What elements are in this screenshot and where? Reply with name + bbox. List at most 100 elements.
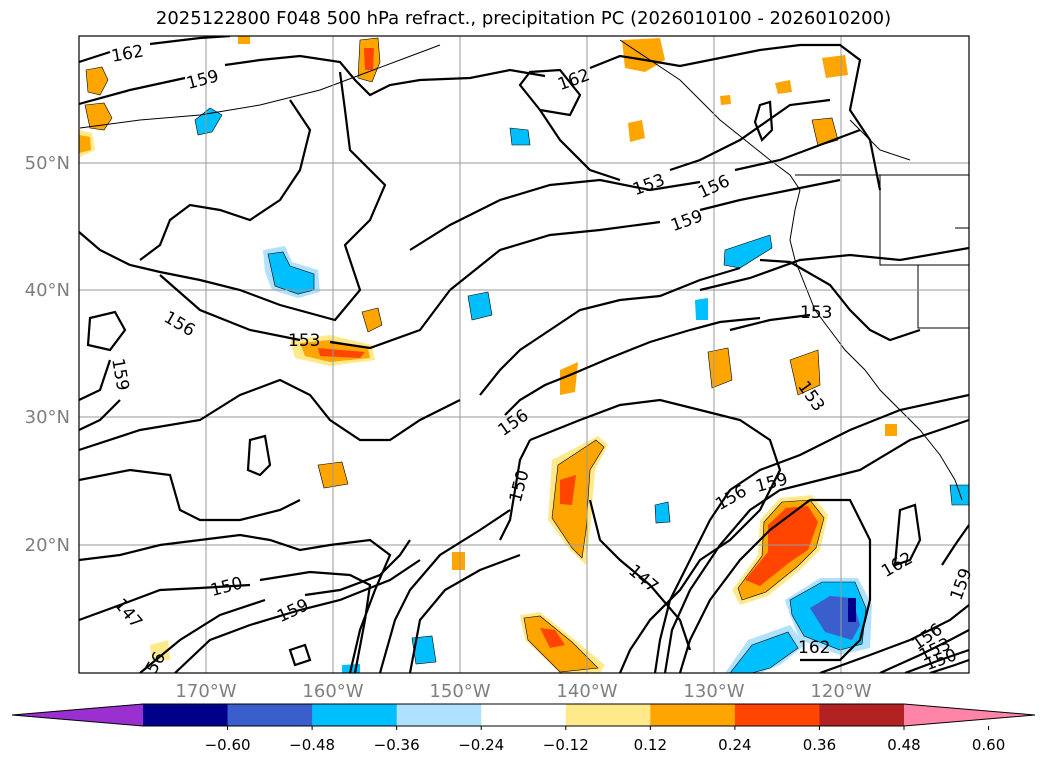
axis-labels: 50°N 40°N 30°N 20°N 170°W 160°W 150°W 14…	[25, 153, 872, 702]
precip-blob	[810, 596, 860, 640]
contour-mid-e	[79, 468, 301, 522]
precip-blob	[628, 120, 645, 142]
colorbar-tick-label: 0.36	[803, 736, 836, 754]
colorbar-tick-label: 0.60	[972, 736, 1005, 754]
contour-mid-a	[79, 71, 387, 322]
contour-loop-s	[288, 643, 312, 667]
contour-se-5	[941, 524, 969, 566]
colorbar-tick-label: 0.48	[887, 736, 920, 754]
contour-150	[499, 439, 531, 541]
precip-blob	[723, 234, 773, 269]
contour-mid-d	[79, 378, 461, 452]
colorbar-segment	[565, 704, 651, 726]
lon-label: 150°W	[429, 681, 490, 702]
colorbar-tick-label: −0.36	[374, 736, 420, 754]
contour-se-3	[904, 648, 969, 673]
precip-blob	[79, 135, 91, 153]
precip-blob	[411, 635, 437, 665]
contour-mid-b	[139, 99, 312, 261]
contour-159c	[663, 418, 969, 673]
colorbar-ticks: −0.60 −0.48 −0.36 −0.24 −0.12 0.12 0.24 0.36 0.4…	[205, 726, 1005, 754]
colorbar-segment	[227, 704, 313, 726]
contour-label: 153	[800, 303, 832, 323]
contour-162-top	[79, 36, 231, 64]
colorbar-segment	[143, 704, 229, 726]
colorbar-tick-label: 0.24	[718, 736, 751, 754]
precip-blob	[540, 628, 565, 648]
contour-156c	[653, 393, 969, 673]
contour-left-loop	[86, 310, 127, 352]
contour-162c	[678, 498, 872, 673]
contour-sw-x	[174, 559, 421, 673]
colorbar-extend-high	[904, 704, 1035, 726]
precip-blob	[745, 506, 818, 586]
colorbar-segment	[734, 704, 820, 726]
chart-title: 2025122800 F048 500 hPa refract., precip…	[155, 8, 892, 29]
colorbar-tick-label: −0.12	[543, 736, 589, 754]
lat-label: 40°N	[25, 280, 70, 301]
contour-label: 162	[798, 638, 830, 658]
precip-blob	[729, 631, 799, 673]
gridlines	[79, 36, 969, 673]
contour-sw-z	[408, 553, 521, 673]
precip-blob	[551, 439, 605, 559]
colorbar-segments	[11, 703, 1036, 727]
contour-se-4	[929, 658, 969, 673]
colorbar-extend-low	[12, 704, 143, 726]
contour-loop-1	[518, 68, 582, 117]
lat-label: 30°N	[25, 407, 70, 428]
contour-147	[588, 499, 692, 651]
colorbar-segment	[650, 704, 736, 726]
contour-sw-147	[79, 570, 372, 673]
contour-east	[893, 503, 922, 567]
colorbar-segment	[312, 704, 398, 726]
colorbar-tick-label: −0.60	[205, 736, 251, 754]
precip-blob	[150, 640, 170, 660]
contour-153	[539, 98, 831, 182]
contour-153b	[699, 246, 969, 292]
precip-blob	[364, 48, 374, 70]
contour-159b	[449, 178, 841, 291]
contour-sw-159	[139, 539, 411, 673]
precip-blob	[695, 298, 708, 320]
contour-sw-y	[378, 509, 511, 673]
precip-blob	[811, 117, 839, 147]
precip-blob	[85, 66, 109, 96]
contour-156b	[159, 274, 451, 350]
lon-label: 140°W	[556, 681, 617, 702]
contour-sw-150	[79, 533, 392, 673]
lon-label: 160°W	[302, 681, 363, 702]
precip-fills	[79, 36, 969, 673]
precip-blob	[467, 291, 493, 321]
precip-blob	[238, 36, 250, 44]
precip-blob	[885, 424, 897, 436]
lat-label: 50°N	[25, 153, 70, 174]
map-frame	[78, 35, 970, 674]
colorbar-segment	[481, 704, 567, 726]
lon-label: 170°W	[175, 681, 236, 702]
contour-se-1	[819, 604, 969, 673]
contour-left-159	[79, 359, 121, 431]
precip-blob	[361, 307, 383, 333]
precip-blob	[775, 80, 792, 94]
contour-ridge2	[504, 316, 761, 416]
colorbar-segment	[819, 704, 905, 726]
precip-blob	[560, 362, 578, 395]
contour-ridge	[479, 266, 741, 396]
precip-blob	[509, 127, 531, 146]
precip-blob	[720, 95, 731, 105]
colorbar-tick-label: −0.24	[458, 736, 504, 754]
lon-label: 120°W	[810, 681, 871, 702]
contour-se-2	[879, 629, 969, 673]
contour-loop-2	[753, 100, 774, 142]
contour-label: 153	[288, 331, 320, 351]
precip-blob	[318, 348, 365, 358]
precip-blob	[452, 552, 465, 570]
precip-blob	[949, 484, 969, 506]
contour-159-top	[79, 43, 882, 191]
contour-loop-sw	[246, 434, 272, 477]
colorbar-tick-label: −0.48	[289, 736, 335, 754]
contour-trough	[529, 398, 782, 673]
